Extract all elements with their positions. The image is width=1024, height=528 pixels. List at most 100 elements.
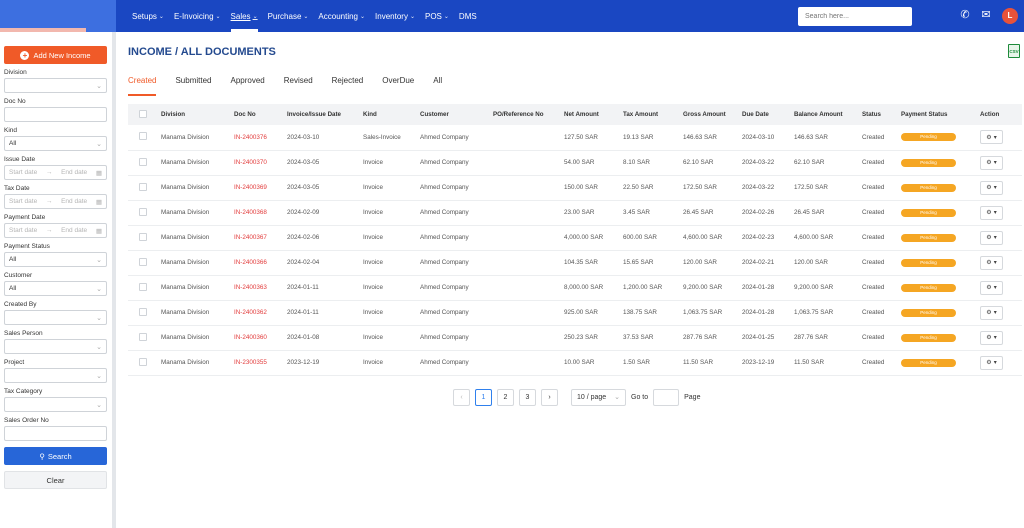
row-checkbox[interactable] bbox=[139, 332, 147, 341]
mail-icon[interactable]: ✉ bbox=[981, 9, 991, 21]
row-action-button[interactable]: ⚙ ▾ bbox=[980, 355, 1003, 370]
nav-item-setups[interactable]: Setups ⌄ bbox=[132, 0, 164, 32]
tab-approved[interactable]: Approved bbox=[230, 76, 265, 85]
nav-item-sales[interactable]: Sales ⌄ bbox=[230, 0, 258, 32]
row-checkbox[interactable] bbox=[139, 282, 147, 291]
nav-item-pos[interactable]: POS ⌄ bbox=[425, 0, 449, 32]
row-checkbox[interactable] bbox=[139, 357, 147, 366]
csv-export-icon[interactable]: CSV bbox=[1008, 44, 1020, 58]
tax-category-select[interactable]: ⌄ bbox=[4, 397, 107, 412]
column-header[interactable]: Status bbox=[862, 111, 881, 118]
issue-date-range[interactable]: Start date → End date ▦ bbox=[4, 165, 107, 180]
payment-date-range[interactable]: Start date → End date ▦ bbox=[4, 223, 107, 238]
column-header[interactable]: Division bbox=[161, 111, 186, 118]
cell-doc-no[interactable]: IN-2400360 bbox=[234, 334, 267, 341]
goto-page-input[interactable] bbox=[653, 388, 680, 406]
row-action-button[interactable]: ⚙ ▾ bbox=[980, 330, 1003, 345]
global-search-input[interactable] bbox=[798, 7, 912, 26]
row-checkbox[interactable] bbox=[139, 132, 147, 141]
tax-date-range[interactable]: Start date → End date ▦ bbox=[4, 194, 107, 209]
row-action-button[interactable]: ⚙ ▾ bbox=[980, 230, 1003, 245]
row-action-button[interactable]: ⚙ ▾ bbox=[980, 255, 1003, 270]
table-row[interactable]: Manama Division IN-2400376 2024-03-10 Sales… bbox=[128, 125, 1022, 150]
column-header[interactable]: Invoice/Issue Date bbox=[287, 111, 341, 118]
row-checkbox[interactable] bbox=[139, 182, 147, 191]
page-button-1[interactable]: 1 bbox=[475, 388, 492, 406]
column-header[interactable]: Doc No bbox=[234, 111, 256, 118]
division-select[interactable]: ⌄ bbox=[4, 78, 107, 93]
page-size-select[interactable]: 10 / page ⌄ bbox=[571, 388, 626, 406]
cell-doc-no[interactable]: IN-2400363 bbox=[234, 284, 267, 291]
search-button[interactable]: ⚲ Search bbox=[4, 447, 107, 465]
page-button-3[interactable]: 3 bbox=[519, 388, 536, 406]
clear-button[interactable]: Clear bbox=[4, 471, 107, 489]
cell-doc-no[interactable]: IN-2400362 bbox=[234, 309, 267, 316]
page-button-2[interactable]: 2 bbox=[497, 388, 514, 406]
select-all-checkbox[interactable] bbox=[139, 109, 147, 118]
tab-all[interactable]: All bbox=[433, 76, 443, 85]
sales-order-no-input[interactable] bbox=[4, 426, 107, 441]
tab-created[interactable]: Created bbox=[128, 70, 157, 96]
row-action-button[interactable]: ⚙ ▾ bbox=[980, 205, 1003, 220]
cell-doc-no[interactable]: IN-2400368 bbox=[234, 209, 267, 216]
column-header[interactable]: Gross Amount bbox=[683, 111, 726, 118]
table-row[interactable]: Manama Division IN-2400367 2024-02-06 Invoi… bbox=[128, 225, 1022, 250]
tab-submitted[interactable]: Submitted bbox=[175, 76, 212, 85]
table-row[interactable]: Manama Division IN-2400369 2024-03-05 Invoi… bbox=[128, 175, 1022, 200]
row-checkbox[interactable] bbox=[139, 232, 147, 241]
avatar[interactable]: L bbox=[1002, 8, 1018, 24]
prev-page-button[interactable]: ‹ bbox=[453, 388, 470, 406]
column-header[interactable]: Customer bbox=[420, 111, 449, 118]
column-header[interactable]: Balance Amount bbox=[794, 111, 843, 118]
row-checkbox[interactable] bbox=[139, 307, 147, 316]
kind-select[interactable]: All ⌄ bbox=[4, 136, 107, 151]
project-select[interactable]: ⌄ bbox=[4, 368, 107, 383]
row-action-button[interactable]: ⚙ ▾ bbox=[980, 130, 1003, 145]
column-header[interactable]: Tax Amount bbox=[623, 111, 659, 118]
tab-overdue[interactable]: OverDue bbox=[382, 76, 415, 85]
customer-select[interactable]: All ⌄ bbox=[4, 281, 107, 296]
column-header[interactable]: Net Amount bbox=[564, 111, 599, 118]
row-action-button[interactable]: ⚙ ▾ bbox=[980, 280, 1003, 295]
caret-down-icon: ▾ bbox=[993, 310, 997, 316]
top-nav-bar: Setups ⌄ E-Invoicing ⌄ Sales ⌄ Purchase ⌄ Ac… bbox=[0, 0, 1024, 32]
row-action-button[interactable]: ⚙ ▾ bbox=[980, 180, 1003, 195]
row-checkbox[interactable] bbox=[139, 257, 147, 266]
cell-doc-no[interactable]: IN-2400366 bbox=[234, 259, 267, 266]
doc-no-input[interactable] bbox=[4, 107, 107, 122]
row-action-button[interactable]: ⚙ ▾ bbox=[980, 305, 1003, 320]
row-action-button[interactable]: ⚙ ▾ bbox=[980, 155, 1003, 170]
logo[interactable] bbox=[0, 0, 116, 32]
add-new-income-button[interactable]: + Add New Income bbox=[4, 46, 107, 64]
table-row[interactable]: Manama Division IN-2400363 2024-01-11 Invoi… bbox=[128, 275, 1022, 300]
row-checkbox[interactable] bbox=[139, 157, 147, 166]
column-header[interactable]: Kind bbox=[363, 111, 377, 118]
nav-item-purchase[interactable]: Purchase ⌄ bbox=[268, 0, 309, 32]
created-by-select[interactable]: ⌄ bbox=[4, 310, 107, 325]
table-row[interactable]: Manama Division IN-2400366 2024-02-04 Invoi… bbox=[128, 250, 1022, 275]
cell-doc-no[interactable]: IN-2400376 bbox=[234, 133, 267, 141]
sales-person-select[interactable]: ⌄ bbox=[4, 339, 107, 354]
next-page-button[interactable]: › bbox=[541, 388, 558, 406]
nav-item-accounting[interactable]: Accounting ⌄ bbox=[318, 0, 365, 32]
nav-item-e-invoicing[interactable]: E-Invoicing ⌄ bbox=[174, 0, 221, 32]
payment-status-select[interactable]: All ⌄ bbox=[4, 252, 107, 267]
table-row[interactable]: Manama Division IN-2400360 2024-01-08 Invoi… bbox=[128, 325, 1022, 350]
table-row[interactable]: Manama Division IN-2400362 2024-01-11 Invoi… bbox=[128, 300, 1022, 325]
column-header[interactable]: Due Date bbox=[742, 111, 769, 118]
nav-item-inventory[interactable]: Inventory ⌄ bbox=[375, 0, 415, 32]
table-row[interactable]: Manama Division IN-2400368 2024-02-09 Invoi… bbox=[128, 200, 1022, 225]
tab-revised[interactable]: Revised bbox=[283, 76, 313, 85]
cell-doc-no[interactable]: IN-2400367 bbox=[234, 234, 267, 241]
table-row[interactable]: Manama Division IN-2300355 2023-12-19 Invoi… bbox=[128, 350, 1022, 375]
cell-doc-no[interactable]: IN-2300355 bbox=[234, 359, 267, 366]
column-header[interactable]: PO/Reference No bbox=[493, 111, 544, 118]
row-checkbox[interactable] bbox=[139, 207, 147, 216]
nav-item-dms[interactable]: DMS bbox=[459, 0, 477, 32]
table-row[interactable]: Manama Division IN-2400370 2024-03-05 Invoi… bbox=[128, 150, 1022, 175]
tab-rejected[interactable]: Rejected bbox=[331, 76, 364, 85]
column-header[interactable]: Payment Status bbox=[901, 111, 948, 118]
cell-doc-no[interactable]: IN-2400369 bbox=[234, 184, 267, 191]
cell-doc-no[interactable]: IN-2400370 bbox=[234, 159, 267, 166]
whatsapp-icon[interactable]: ✆ bbox=[960, 9, 970, 21]
